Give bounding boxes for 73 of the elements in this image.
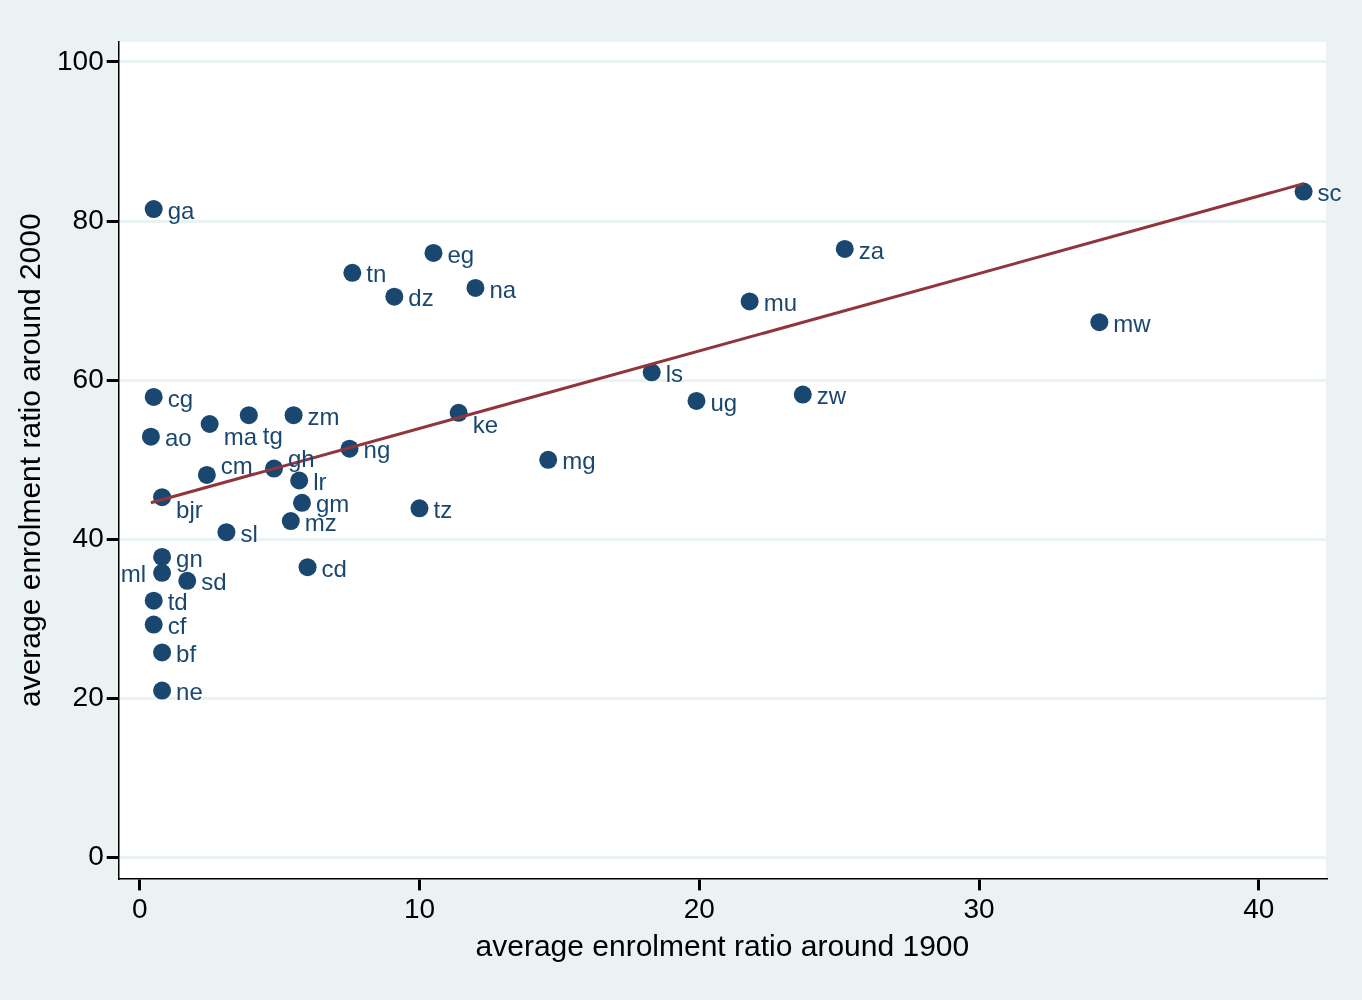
x-tick-label: 10 (403, 892, 436, 924)
point (178, 571, 197, 590)
annotation: bf (176, 640, 197, 668)
point (385, 287, 404, 306)
annotation: cm (220, 451, 253, 479)
x-tick-label: 40 (1243, 892, 1275, 924)
annotation: cg (167, 384, 194, 412)
point (153, 681, 172, 700)
point (298, 558, 317, 577)
point (153, 563, 172, 582)
x-tick-label: 20 (683, 892, 715, 924)
annotation: ng (363, 436, 391, 464)
point (740, 292, 759, 311)
point (200, 414, 219, 433)
annotation: ne (176, 678, 203, 706)
annotation: ml (120, 560, 147, 588)
point (290, 471, 309, 490)
point (466, 278, 485, 297)
point (153, 547, 172, 566)
annotation: bjr (176, 495, 203, 523)
point (343, 263, 362, 282)
y-tick-label: 80 (72, 203, 104, 235)
point (141, 427, 160, 446)
annotation: mw (1113, 309, 1152, 337)
y-tick-label: 0 (88, 840, 104, 872)
x-tick-label: 30 (963, 892, 995, 924)
annotation: sc (1317, 179, 1342, 207)
annotation: ug (710, 388, 738, 416)
point (793, 385, 812, 404)
point (687, 391, 706, 410)
point (144, 200, 163, 219)
annotation: dz (408, 284, 434, 312)
annotation: na (489, 275, 517, 303)
annotation: eg (447, 240, 475, 268)
point (239, 406, 258, 425)
x-axis-title: average enrolment ratio around 1900 (475, 929, 970, 963)
annotation: za (858, 236, 885, 264)
annotation: mu (763, 289, 797, 317)
annotation: tz (433, 495, 453, 523)
y-tick-label: 20 (72, 681, 104, 713)
annotation: ke (472, 411, 499, 439)
annotation: mg (562, 447, 596, 475)
x-tick-label: 0 (131, 892, 148, 924)
annotation: ls (665, 359, 684, 387)
point (217, 523, 236, 542)
point (284, 406, 303, 425)
point (144, 615, 163, 634)
point (539, 450, 558, 469)
point (1090, 313, 1109, 332)
point (144, 387, 163, 406)
annotation: zm (307, 402, 340, 430)
annotation: gn (176, 544, 203, 572)
y-tick-label: 40 (72, 522, 104, 554)
annotation: cd (321, 554, 347, 582)
point (424, 243, 443, 262)
point (835, 239, 854, 258)
point (144, 591, 163, 610)
point (153, 643, 172, 662)
point (197, 465, 216, 484)
annotation: sl (240, 519, 258, 547)
annotation: ga (167, 196, 196, 224)
annotation: tg (262, 421, 283, 449)
y-axis-title: average enrolment ratio around 2000 (13, 213, 47, 708)
annotation: ao (164, 424, 192, 452)
y-tick-label: 100 (57, 44, 104, 76)
annotation: ma (223, 422, 258, 450)
annotation: tn (366, 260, 387, 288)
y-tick-label: 60 (72, 362, 104, 394)
point (292, 493, 311, 512)
point (281, 512, 300, 531)
annotation: sd (201, 568, 227, 596)
point (410, 499, 429, 518)
annotation: zw (816, 382, 847, 410)
